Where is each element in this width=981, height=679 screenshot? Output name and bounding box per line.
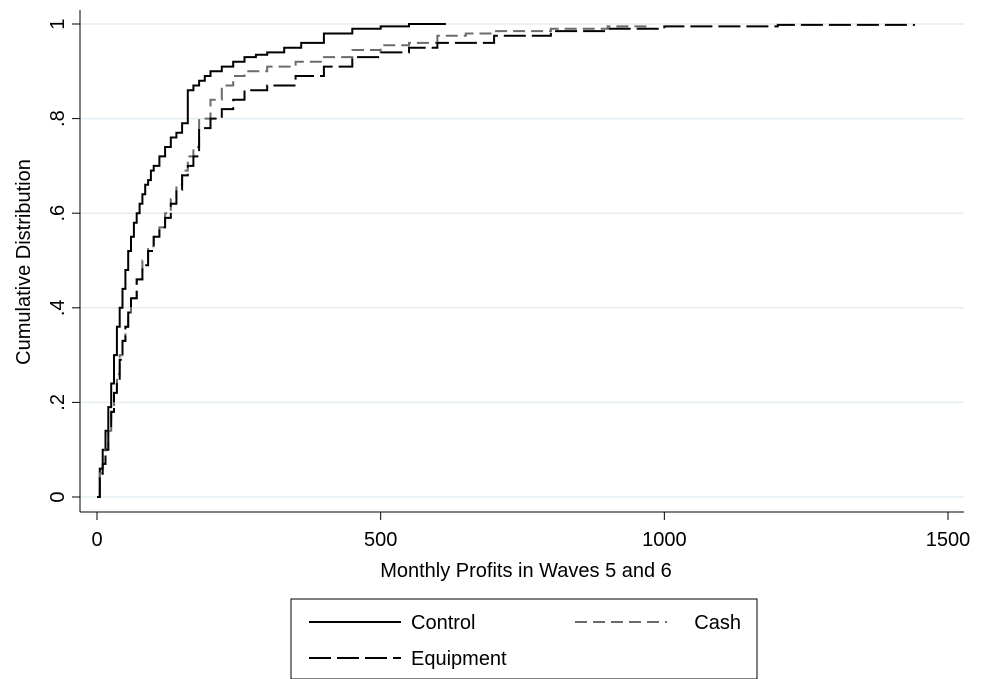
y-axis-title: Cumulative Distribution <box>13 159 35 365</box>
legend: Control Cash Equipment <box>290 598 758 679</box>
series-line-equipment <box>97 23 915 498</box>
y-tick-label-3: .6 <box>47 205 69 222</box>
x-tick-label-3: 1500 <box>926 529 971 551</box>
y-tick-label-1: .2 <box>47 394 69 411</box>
x-tick-label-2: 1000 <box>642 529 687 551</box>
y-tick-label-0: 0 <box>47 491 69 502</box>
series-lines <box>97 23 915 498</box>
x-tick-label-0: 0 <box>91 529 102 551</box>
y-tick-label-5: 1 <box>47 18 69 29</box>
axis-ticks: 0 500 1000 1500 0 .2 .4 .6 .8 1 <box>47 18 970 551</box>
y-tick-label-2: .4 <box>47 299 69 316</box>
series-line-control <box>97 23 446 498</box>
x-tick-label-1: 500 <box>364 529 397 551</box>
legend-label-cash: Cash <box>694 612 741 634</box>
legend-label-equipment: Equipment <box>411 648 507 670</box>
legend-box <box>290 598 758 679</box>
legend-label-control: Control <box>411 612 475 634</box>
y-tick-label-4: .8 <box>47 110 69 127</box>
axes <box>79 10 964 513</box>
x-axis-title: Monthly Profits in Waves 5 and 6 <box>380 560 672 582</box>
